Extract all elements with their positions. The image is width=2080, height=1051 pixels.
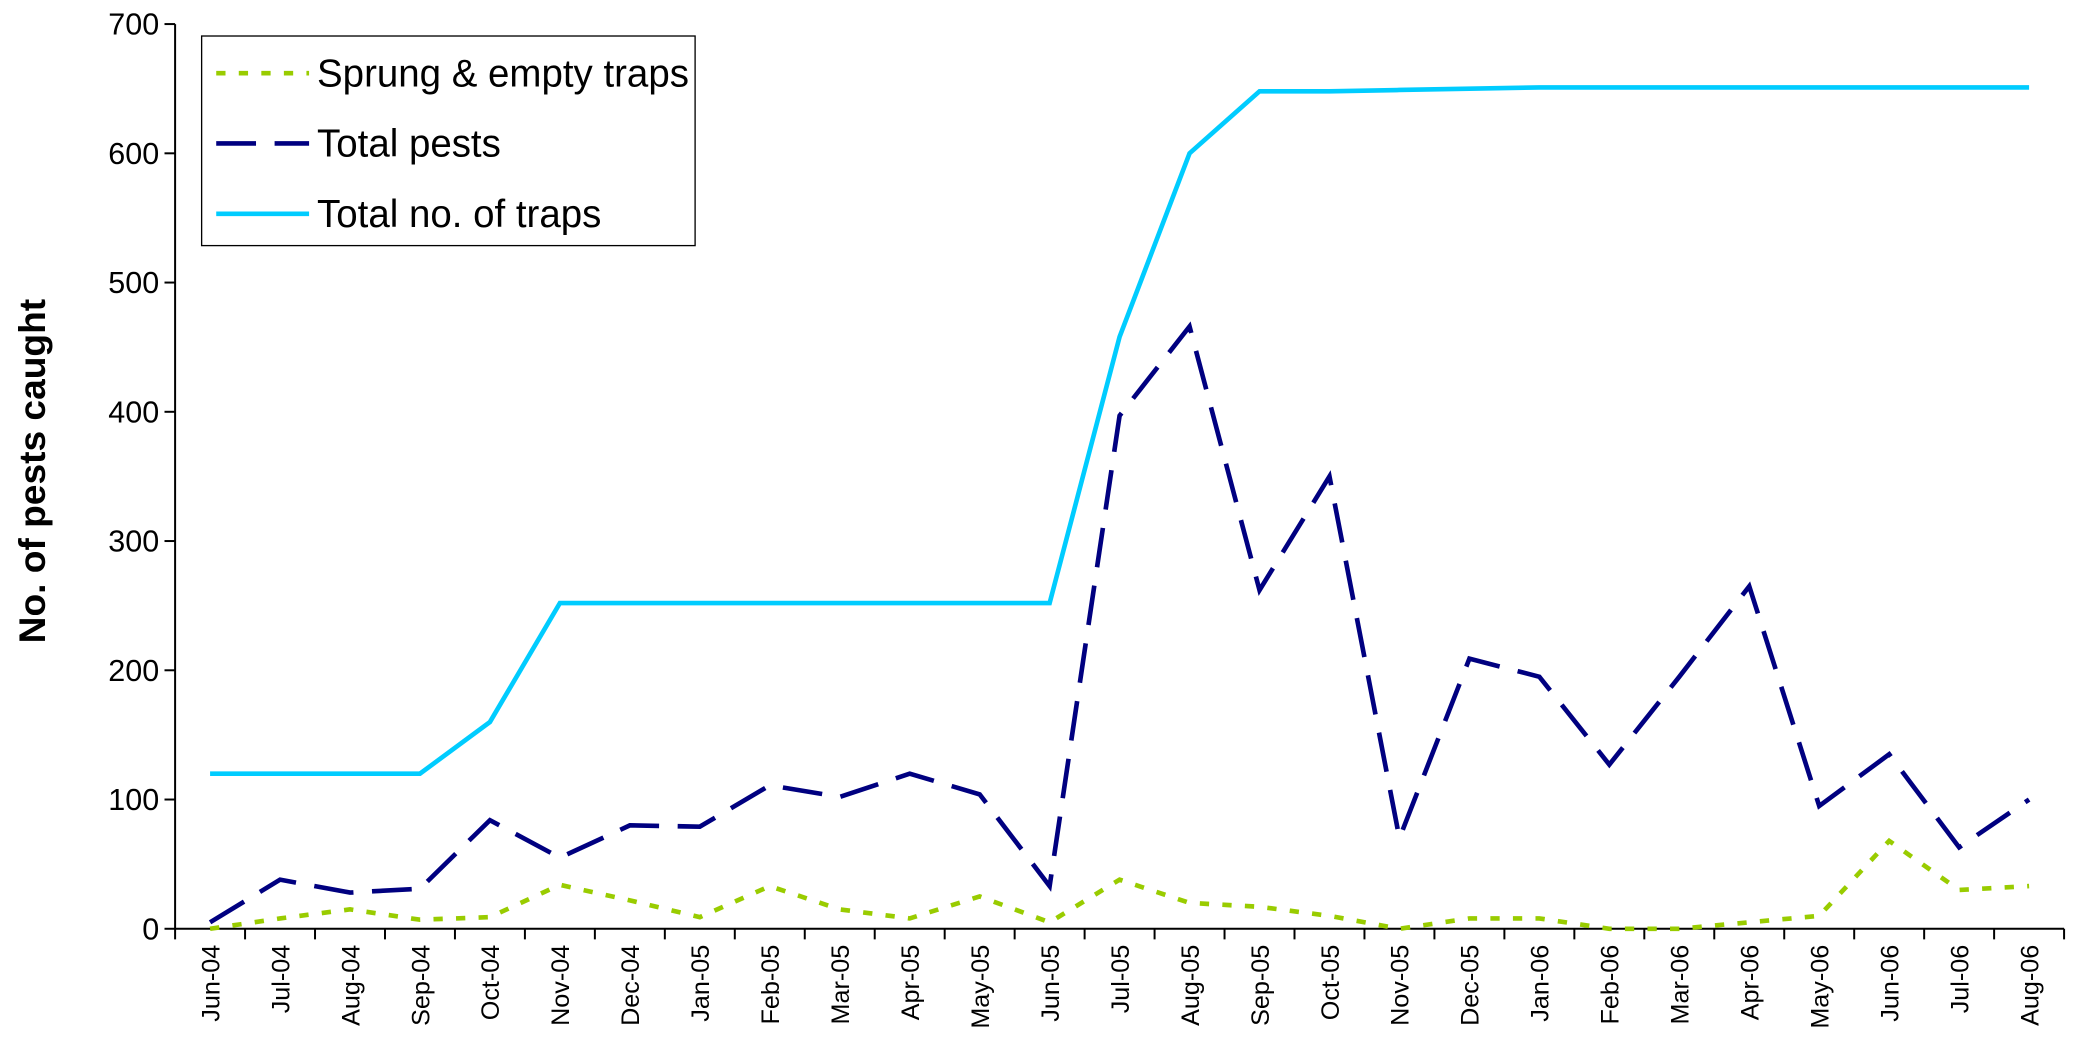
x-tick-label: Jul-04 — [267, 945, 295, 1014]
x-tick-label: Jan-05 — [687, 945, 715, 1022]
x-tick-label: Mar-06 — [1667, 945, 1695, 1025]
x-tick-label: Apr-06 — [1737, 945, 1765, 1021]
x-tick-label: Dec-04 — [617, 945, 645, 1026]
x-tick-label: Feb-06 — [1597, 945, 1625, 1025]
x-tick-label: May-06 — [1806, 945, 1834, 1029]
y-tick-label: 0 — [142, 912, 159, 946]
x-tick-label: Nov-04 — [547, 945, 575, 1026]
x-tick-label: Aug-04 — [337, 945, 365, 1026]
y-axis-label: No. of pests caught — [11, 299, 53, 643]
x-tick-label: Aug-06 — [2016, 945, 2044, 1026]
y-tick-label: 600 — [108, 137, 159, 171]
y-tick-label: 100 — [108, 783, 159, 817]
x-tick-label: Mar-05 — [827, 945, 855, 1025]
y-tick-label: 300 — [108, 525, 159, 559]
x-tick-label: Jul-06 — [1946, 945, 1974, 1014]
y-tick-label: 200 — [108, 654, 159, 688]
x-tick-label: May-05 — [967, 945, 995, 1029]
legend-label: Total pests — [317, 123, 501, 166]
x-tick-label: Aug-05 — [1177, 945, 1205, 1026]
line-series — [209, 837, 2030, 932]
x-tick-label: Sep-04 — [407, 945, 435, 1026]
x-tick-label: Jun-05 — [1037, 945, 1065, 1022]
x-tick-label: Jul-05 — [1107, 945, 1135, 1014]
y-tick-label: 400 — [108, 395, 159, 429]
x-tick-label: Jun-06 — [1876, 945, 1904, 1022]
x-tick-label: Dec-05 — [1457, 945, 1485, 1026]
x-tick-label: Apr-05 — [897, 945, 925, 1021]
line-series — [208, 321, 2031, 925]
legend-label: Sprung & empty traps — [317, 52, 689, 95]
x-tick-label: Oct-04 — [477, 945, 505, 1021]
y-tick-label: 700 — [108, 8, 159, 42]
x-tick-label: Nov-05 — [1387, 945, 1415, 1026]
y-tick-label: 500 — [108, 266, 159, 300]
line-series — [210, 85, 2030, 776]
x-tick-label: Oct-05 — [1317, 945, 1345, 1021]
legend-label: Total no. of traps — [317, 193, 601, 236]
x-tick-label: Jun-04 — [197, 945, 225, 1022]
x-tick-label: Jan-06 — [1527, 945, 1555, 1022]
x-tick-label: Sep-05 — [1247, 945, 1275, 1026]
x-tick-label: Feb-05 — [757, 945, 785, 1025]
